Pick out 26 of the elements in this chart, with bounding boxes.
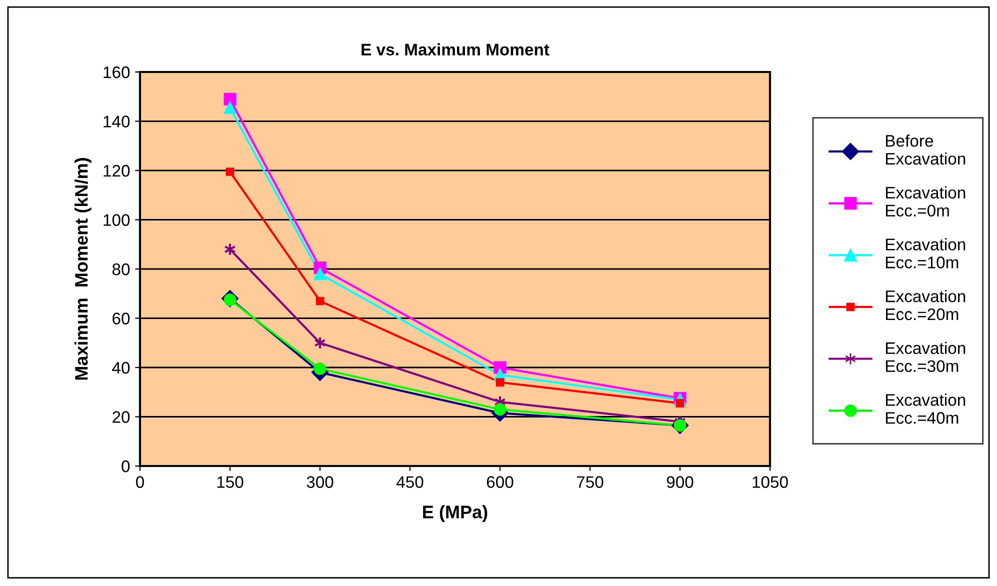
legend-label: Excavation Ecc.=0m: [886, 186, 966, 217]
x-tick-label: 750: [576, 476, 604, 488]
x-tick-label: 900: [666, 476, 694, 488]
chart-title: E vs. Maximum Moment: [362, 43, 550, 56]
y-tick-label: 60: [112, 312, 130, 324]
x-tick-label: 150: [217, 476, 244, 488]
y-axis-title: Maximum Moment (kN/m): [74, 158, 92, 380]
y-tick-label: 80: [112, 263, 130, 276]
legend-label: Before Excavation: [886, 134, 966, 165]
legend-label: Excavation Ecc.=40m: [886, 394, 966, 424]
y-tick-label: 100: [104, 214, 130, 226]
legend-label: Excavation Ecc.=30m: [886, 342, 966, 372]
y-tick-label: 40: [112, 362, 130, 374]
legend-label: Excavation Ecc.=10m: [886, 238, 966, 268]
x-tick-label: 0: [136, 476, 144, 488]
x-tick-label: 300: [306, 476, 334, 488]
y-tick-label: 20: [112, 411, 130, 423]
x-tick-label: 450: [396, 476, 424, 488]
y-tick-label: 120: [104, 164, 130, 177]
y-tick-label: 160: [104, 66, 130, 78]
x-tick-label: 600: [486, 476, 514, 488]
legend-label: Excavation Ecc.=20m: [886, 290, 966, 320]
x-tick-label: 1050: [752, 476, 788, 488]
y-tick-label: 140: [104, 116, 130, 128]
x-axis-title: E (MPa): [423, 505, 488, 522]
y-tick-label: 0: [122, 460, 130, 472]
